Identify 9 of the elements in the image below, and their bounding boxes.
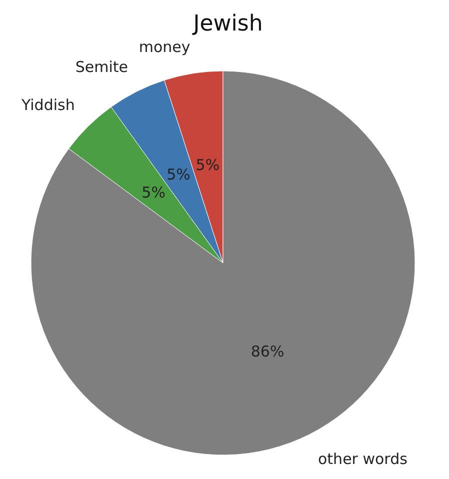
slice-label: money bbox=[138, 38, 190, 56]
chart-title: Jewish bbox=[191, 12, 263, 36]
slice-label: Yiddish bbox=[20, 96, 75, 114]
data-label: 5% bbox=[142, 183, 166, 202]
data-label: 86% bbox=[250, 342, 284, 360]
slice-label: other words bbox=[318, 450, 408, 468]
data-label: 5% bbox=[196, 156, 220, 174]
slice-label: Semite bbox=[75, 58, 128, 76]
data-label: 5% bbox=[166, 166, 190, 184]
